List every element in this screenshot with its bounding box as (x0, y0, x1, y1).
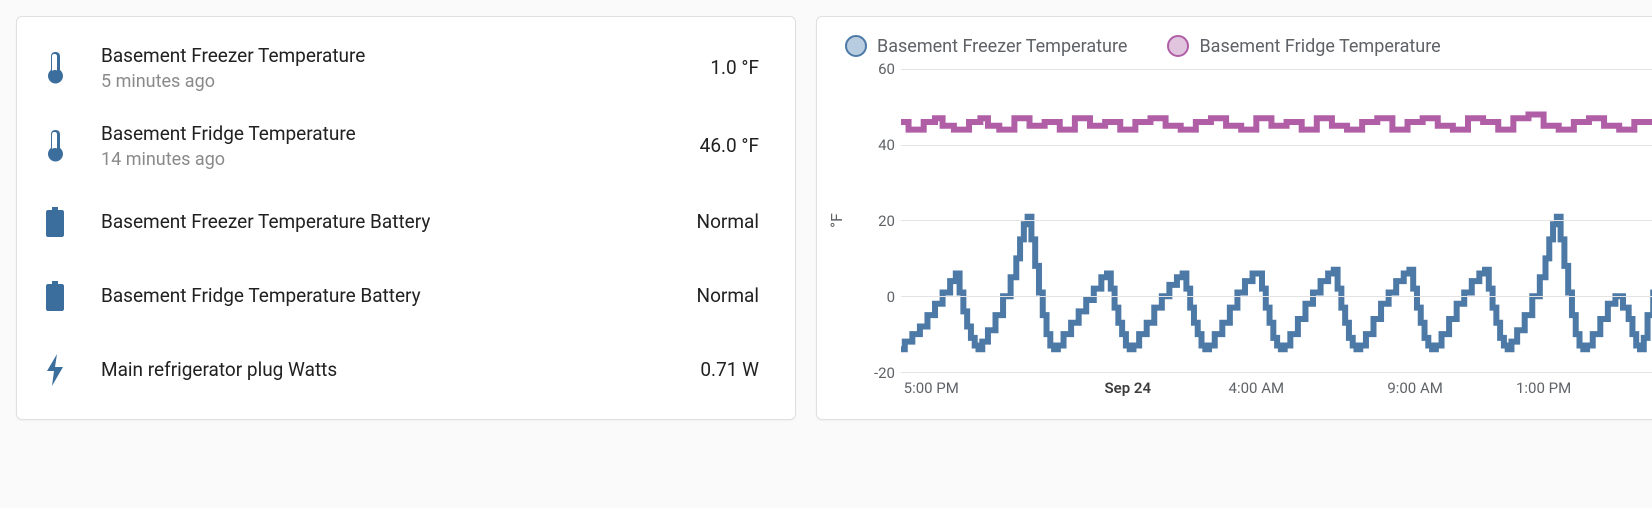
flash-icon (45, 354, 101, 386)
x-axis: 5:00 PM Sep 24 4:00 AM 9:00 AM 1:00 PM (901, 373, 1652, 401)
sensor-value: Normal (697, 210, 767, 233)
legend-item[interactable]: Basement Fridge Temperature (1167, 35, 1440, 57)
sensor-info: Basement Freezer Temperature5 minutes ag… (101, 43, 710, 93)
sensor-row[interactable]: Basement Fridge Temperature14 minutes ag… (17, 107, 795, 185)
battery-icon (45, 281, 101, 311)
sensor-subtitle: 14 minutes ago (101, 148, 700, 171)
sensor-name: Main refrigerator plug Watts (101, 357, 700, 384)
y-axis-label: °F (826, 214, 845, 229)
history-chart-card: Basement Freezer Temperature Basement Fri… (816, 16, 1652, 420)
thermometer-icon (45, 130, 101, 162)
sensor-value: 1.0 °F (710, 56, 767, 79)
series-line-fridge (901, 114, 1652, 129)
sensor-name: Basement Fridge Temperature (101, 121, 700, 148)
series-line-freezer (901, 217, 1652, 350)
sensor-info: Basement Freezer Temperature Battery (101, 209, 697, 236)
sensor-row[interactable]: Basement Freezer Temperature BatteryNorm… (17, 185, 795, 259)
legend-item[interactable]: Basement Freezer Temperature (845, 35, 1127, 57)
sensor-subtitle: 5 minutes ago (101, 70, 710, 93)
gridline (901, 296, 1652, 297)
sensor-name: Basement Freezer Temperature (101, 43, 710, 70)
sensor-info: Basement Fridge Temperature Battery (101, 283, 697, 310)
x-tick-label: 9:00 AM (1387, 379, 1443, 397)
sensor-row[interactable]: Basement Freezer Temperature5 minutes ag… (17, 29, 795, 107)
battery-icon (45, 207, 101, 237)
sensor-info: Main refrigerator plug Watts (101, 357, 700, 384)
sensor-name: Basement Fridge Temperature Battery (101, 283, 697, 310)
y-tick-label: 0 (887, 288, 895, 306)
y-tick-label: 60 (878, 60, 895, 78)
y-tick-label: 20 (878, 212, 895, 230)
x-tick-label: 4:00 AM (1229, 379, 1285, 397)
y-tick-label: -20 (874, 364, 895, 382)
gridline (901, 145, 1652, 146)
legend-label: Basement Freezer Temperature (877, 36, 1127, 57)
sensor-row[interactable]: Basement Fridge Temperature BatteryNorma… (17, 259, 795, 333)
x-tick-label: 5:00 PM (904, 379, 959, 397)
x-tick-label: Sep 24 (1105, 379, 1152, 397)
chart-legend: Basement Freezer Temperature Basement Fri… (821, 35, 1652, 69)
sensor-value: 46.0 °F (700, 134, 767, 157)
x-tick-label: 1:00 PM (1516, 379, 1571, 397)
chart-plot-area[interactable] (901, 69, 1652, 373)
sensor-value: Normal (697, 284, 767, 307)
gridline (901, 69, 1652, 70)
y-tick-label: 40 (878, 136, 895, 154)
legend-label: Basement Fridge Temperature (1199, 36, 1440, 57)
legend-swatch (845, 35, 867, 57)
y-axis-label-wrap: °F (821, 69, 851, 373)
gridline (901, 220, 1652, 221)
sensor-name: Basement Freezer Temperature Battery (101, 209, 697, 236)
legend-swatch (1167, 35, 1189, 57)
sensor-value: 0.71 W (700, 358, 767, 381)
y-axis: -200204060 (851, 69, 901, 373)
sensor-row[interactable]: Main refrigerator plug Watts0.71 W (17, 333, 795, 407)
thermometer-icon (45, 52, 101, 84)
sensor-info: Basement Fridge Temperature14 minutes ag… (101, 121, 700, 171)
sensor-list-card: Basement Freezer Temperature5 minutes ag… (16, 16, 796, 420)
